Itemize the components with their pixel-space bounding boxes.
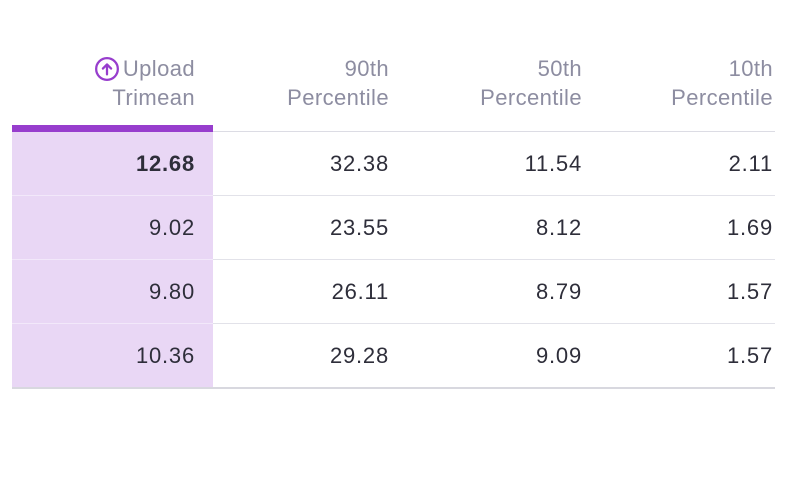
cell-50th-percentile: 11.54 [401,132,588,196]
header-line-2: Trimean [112,85,195,110]
percentile-table: Upload Trimean 90th Percentile 50th Perc… [12,43,775,389]
header-row: Upload Trimean 90th Percentile 50th Perc… [12,43,775,132]
header-line-1: 50th [537,56,582,81]
cell-upload-trimean: 12.68 [12,132,213,196]
table-header: Upload Trimean 90th Percentile 50th Perc… [12,43,775,132]
cell-50th-percentile: 9.09 [401,324,588,389]
cell-50th-percentile: 8.79 [401,260,588,324]
cell-10th-percentile: 1.57 [588,324,775,389]
column-header-10th-percentile[interactable]: 10th Percentile [588,43,775,132]
header-line-2: Percentile [671,85,773,110]
cell-10th-percentile: 1.57 [588,260,775,324]
arrow-up-circle-icon [94,56,120,82]
cell-90th-percentile: 26.11 [213,260,401,324]
data-table: Upload Trimean 90th Percentile 50th Perc… [12,43,775,389]
cell-upload-trimean: 10.36 [12,324,213,389]
table-row: 10.36 29.28 9.09 1.57 [12,324,775,389]
cell-upload-trimean: 9.02 [12,196,213,260]
column-header-90th-percentile[interactable]: 90th Percentile [213,43,401,132]
table-row: 12.68 32.38 11.54 2.11 [12,132,775,196]
header-line-2: Percentile [287,85,389,110]
header-line-1: 90th [344,56,389,81]
column-header-50th-percentile[interactable]: 50th Percentile [401,43,588,132]
cell-50th-percentile: 8.12 [401,196,588,260]
header-line-2: Percentile [480,85,582,110]
header-label: Upload [122,56,195,81]
cell-90th-percentile: 32.38 [213,132,401,196]
cell-90th-percentile: 29.28 [213,324,401,389]
table-row: 9.80 26.11 8.79 1.57 [12,260,775,324]
column-header-upload-trimean[interactable]: Upload Trimean [12,43,213,132]
header-line-1: 10th [728,56,773,81]
cell-10th-percentile: 2.11 [588,132,775,196]
cell-10th-percentile: 1.69 [588,196,775,260]
table-row: 9.02 23.55 8.12 1.69 [12,196,775,260]
table-body: 12.68 32.38 11.54 2.11 9.02 23.55 8.12 1… [12,132,775,389]
cell-upload-trimean: 9.80 [12,260,213,324]
header-line-1: Upload [12,54,195,83]
cell-90th-percentile: 23.55 [213,196,401,260]
